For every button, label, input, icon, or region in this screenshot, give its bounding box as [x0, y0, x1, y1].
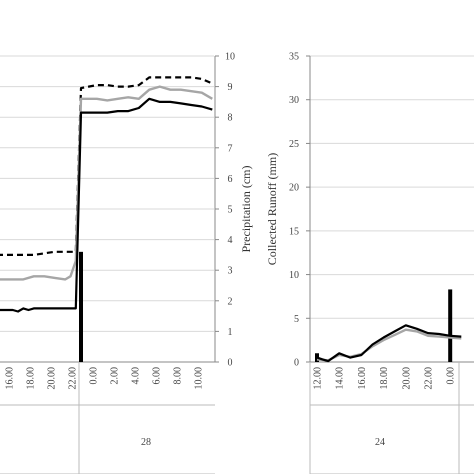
- x-tick-label: 0.00: [446, 367, 457, 385]
- series-line: [0, 85, 213, 281]
- x-tick-label: 16.00: [5, 367, 16, 390]
- series-line: [316, 328, 462, 362]
- precipitation-bar: [79, 251, 83, 362]
- y-tick-label: 0: [294, 358, 299, 369]
- left-axis-label: Collected Runoff (mm): [265, 153, 279, 265]
- x-tick-label: 0.00: [89, 367, 100, 385]
- y-tick-label: 3: [228, 266, 233, 277]
- x-tick-label: 18.00: [26, 367, 37, 390]
- y-tick-label: 1: [228, 327, 233, 338]
- x-tick-label: 22.00: [68, 367, 79, 390]
- x-tick-label: 8.00: [173, 367, 184, 385]
- y-tick-label: 6: [228, 174, 233, 185]
- x-tick-label: 12.00: [313, 367, 324, 390]
- left-chart-panel: 0 1 2 3 4 5 6 7 8 9 10 Precipitation (cm) 16.00 18.00…: [0, 52, 253, 474]
- series-line: [0, 97, 213, 313]
- y-tick-label: 20: [289, 183, 299, 194]
- y-tick-label: 9: [228, 82, 233, 93]
- series-line: [0, 76, 213, 256]
- x-tick-label: 2.00: [110, 367, 121, 385]
- group-label: 28: [141, 437, 151, 448]
- y-tick-label: 7: [228, 143, 233, 154]
- y-tick-label: 30: [289, 95, 299, 106]
- y-tick-label: 35: [289, 52, 299, 63]
- right-chart-panel: 0 5 10 15 20 25 30 35 Collected Runoff (mm) 12.00…: [265, 52, 474, 474]
- x-tick-label: 22.00: [424, 367, 435, 390]
- y-tick-label: 4: [228, 235, 233, 246]
- group-label: 24: [375, 437, 385, 448]
- x-tick-label: 20.00: [47, 367, 58, 390]
- x-tick-label: 4.00: [131, 367, 142, 385]
- x-tick-label: 10.00: [194, 367, 205, 390]
- y-tick-label: 10: [225, 52, 235, 63]
- y-tick-label: 8: [228, 113, 233, 124]
- precipitation-bar: [448, 289, 453, 362]
- x-tick-label: 18.00: [379, 367, 390, 390]
- x-tick-label: 20.00: [401, 367, 412, 390]
- y-tick-label: 25: [289, 139, 299, 150]
- x-tick-label: 14.00: [335, 367, 346, 390]
- y-tick-label: 0: [228, 358, 233, 369]
- y-tick-label: 5: [294, 314, 299, 325]
- right-axis-label: Precipitation (cm): [239, 166, 253, 253]
- y-tick-label: 10: [289, 270, 299, 281]
- x-tick-label: 6.00: [152, 367, 163, 385]
- x-tick-label: 16.00: [357, 367, 368, 390]
- y-tick-label: 15: [289, 226, 299, 237]
- series-line: [316, 324, 462, 363]
- y-tick-label: 2: [228, 296, 233, 307]
- y-tick-label: 5: [228, 205, 233, 216]
